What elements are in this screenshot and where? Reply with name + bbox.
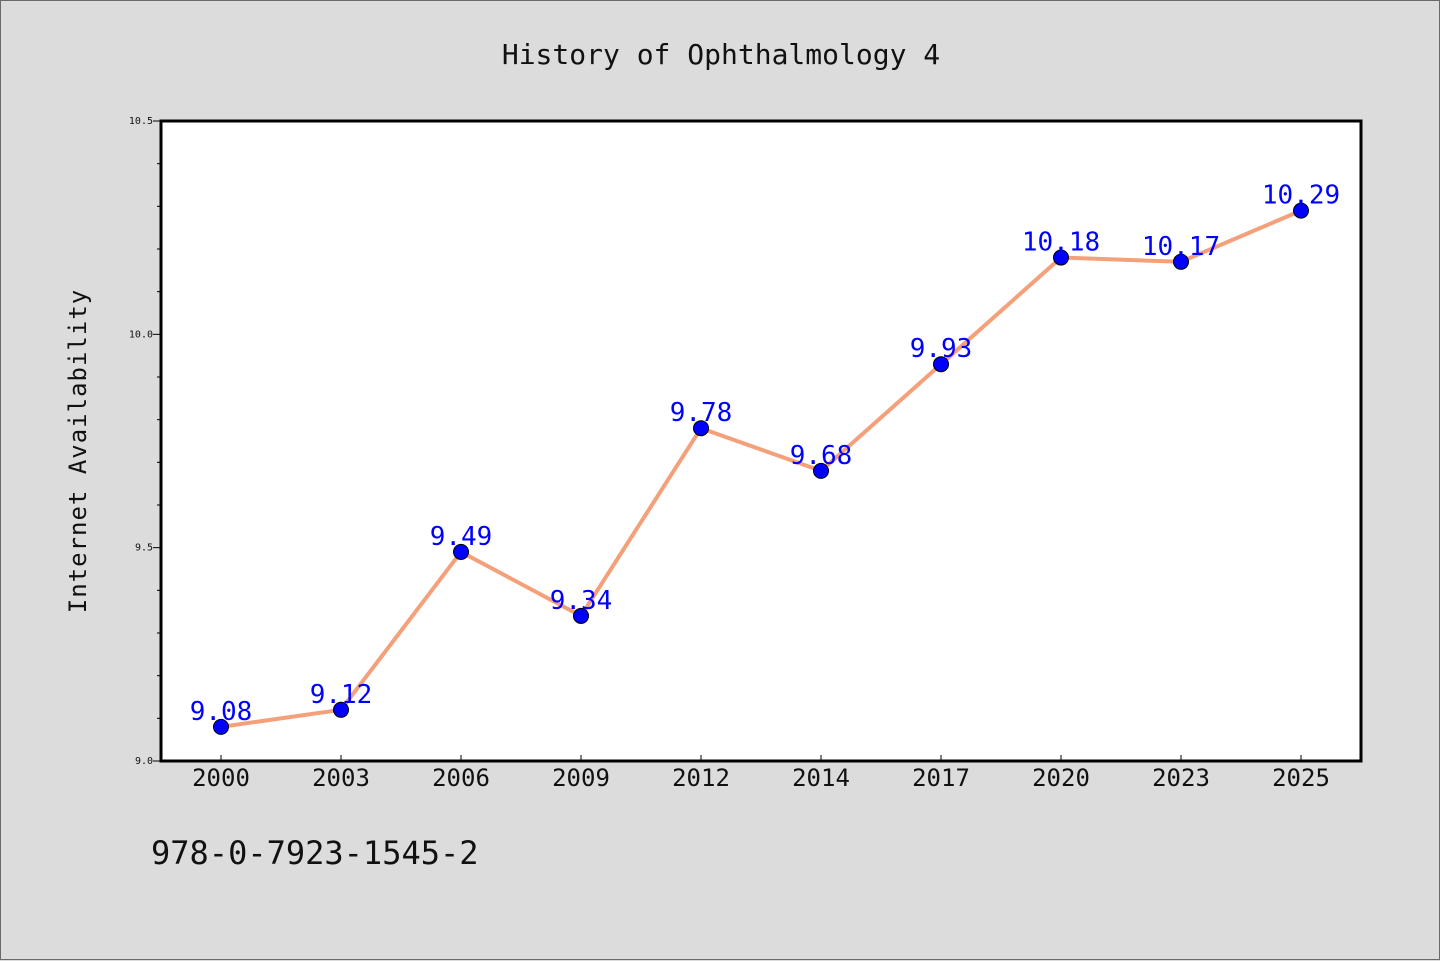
data-point (1053, 249, 1069, 266)
x-tick-label: 2020 (1032, 764, 1090, 792)
data-label: 9.93 (910, 334, 973, 364)
isbn-footer: 978-0-7923-1545-2 (151, 834, 479, 872)
data-label: 10.18 (1022, 228, 1100, 258)
y-tick-label: 9.0 (135, 756, 153, 767)
x-tick-label: 2014 (792, 764, 850, 792)
x-tick-label: 2003 (312, 764, 370, 792)
series-line (220, 208, 1302, 729)
data-point (693, 420, 709, 437)
axis-ticks: 9.0 9.5 10.0 10.5 2000 2003 2006 2009 2012 2014 20… (129, 116, 1330, 792)
y-tick-label: 10.0 (129, 329, 153, 340)
plot-frame (159, 119, 1363, 763)
x-tick-label: 2006 (432, 764, 490, 792)
y-tick-label: 9.5 (135, 543, 153, 554)
y-tick-label: 10.5 (129, 116, 153, 127)
data-point (933, 356, 949, 373)
x-tick-label: 2009 (552, 764, 610, 792)
x-tick-label: 2023 (1152, 764, 1210, 792)
x-tick-label: 2012 (672, 764, 730, 792)
x-tick-label: 2017 (912, 764, 970, 792)
data-point (213, 718, 229, 735)
x-tick-label: 2000 (192, 764, 250, 792)
data-label: 9.08 (190, 697, 253, 727)
data-point (333, 701, 349, 718)
data-label: 9.78 (670, 398, 733, 428)
data-point (813, 462, 829, 479)
data-point (1173, 253, 1189, 270)
data-label: 9.49 (430, 522, 493, 552)
chart-title: History of Ophthalmology 4 (502, 38, 940, 71)
y-axis-label: Internet Availability (64, 289, 92, 613)
data-label: 9.34 (550, 586, 613, 616)
data-label: 9.12 (310, 680, 373, 710)
data-label: 9.68 (790, 441, 853, 471)
series-layer: 9.08 9.12 9.49 9.34 9.78 9.68 9.93 10.18 10.17 10… (190, 181, 1340, 735)
data-point (453, 543, 469, 560)
data-point (1293, 202, 1309, 219)
data-label: 10.17 (1142, 232, 1220, 262)
data-point (573, 607, 589, 624)
x-tick-label: 2025 (1272, 764, 1330, 792)
plot-area (161, 121, 1361, 761)
data-label: 10.29 (1262, 181, 1340, 211)
